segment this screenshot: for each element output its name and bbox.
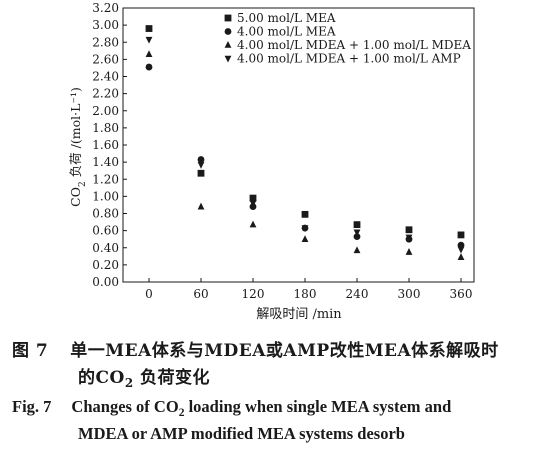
y-tick-label: 0.20 <box>92 258 119 272</box>
x-tick-label: 240 <box>346 287 369 301</box>
y-tick-label: 3.00 <box>92 18 119 32</box>
caption-en-title-line-1-post: loading when single MEA system and <box>184 397 452 416</box>
co2-loading-scatter-chart: 0.00 0.20 0.40 0.60 0.80 1.00 1.20 1.40 1.60 1.80… <box>68 1 475 322</box>
data-point-series-4 <box>301 225 309 233</box>
data-point-series-2 <box>145 63 153 71</box>
data-point-series-1 <box>249 194 257 202</box>
y-tick-label: 0.40 <box>92 241 119 255</box>
x-tick-label: 360 <box>450 287 473 301</box>
caption-cn-title-line-2-sub: 2 <box>124 376 134 391</box>
y-tick-label: 2.80 <box>92 35 119 49</box>
legend-label-series-1: 5.00 mol/L MEA <box>237 11 336 25</box>
caption-en-title-line-1-pre: Changes of CO <box>71 397 179 416</box>
legend-marker-series-2 <box>224 28 232 35</box>
y-tick-label: 1.20 <box>92 172 119 186</box>
caption-en-figure-label: Fig. 7 <box>12 397 52 416</box>
y-axis-ticks: 0.00 0.20 0.40 0.60 0.80 1.00 1.20 1.40 1.60 1.80… <box>92 1 127 289</box>
x-tick-label: 300 <box>398 287 421 301</box>
legend-marker-series-3 <box>224 41 232 48</box>
y-axis-label-sub: 2 <box>78 181 88 187</box>
y-tick-label: 2.00 <box>92 104 119 118</box>
x-tick-label: 0 <box>145 287 153 301</box>
x-tick-label: 120 <box>242 287 265 301</box>
x-axis-ticks: 0 60 120 180 240 300 360 <box>145 278 472 301</box>
caption-en-title-line-2: MDEA or AMP modified MEA systems desorb <box>78 424 405 443</box>
legend-marker-series-1 <box>224 14 232 22</box>
legend-label-series-3: 4.00 mol/L MDEA + 1.00 mol/L MDEA <box>237 38 471 52</box>
data-point-series-1 <box>405 226 413 234</box>
data-markers <box>145 25 465 260</box>
x-axis-label: 解吸时间 /min <box>256 307 342 322</box>
y-axis-label-post: 负荷 /(mol·L⁻¹) <box>68 87 83 181</box>
data-point-series-3 <box>353 246 361 254</box>
data-point-series-4 <box>353 229 361 237</box>
y-tick-label: 1.00 <box>92 189 119 203</box>
data-point-series-3 <box>301 235 309 242</box>
caption-en-title-line-1-sub: 2 <box>178 407 185 420</box>
data-point-series-3 <box>145 50 153 58</box>
data-point-series-2 <box>353 233 361 241</box>
caption-cn-line-1: 图 7 单一MEA体系与MDEA或AMP改性MEA体系解吸时 <box>12 336 499 361</box>
y-tick-label: 3.20 <box>92 1 119 15</box>
data-point-series-4 <box>145 36 153 44</box>
y-tick-label: 2.60 <box>92 52 119 66</box>
legend-label-series-4: 4.00 mol/L MDEA + 1.00 mol/L AMP <box>237 52 461 66</box>
y-tick-label: 1.60 <box>92 138 119 152</box>
data-point-series-1 <box>301 210 309 218</box>
data-point-series-1 <box>145 25 153 32</box>
caption-cn-title-line-2-post: 负荷变化 <box>133 368 211 388</box>
caption-cn-line-2: 的CO2 负荷变化 <box>78 363 210 390</box>
x-tick-label: 60 <box>193 287 208 301</box>
caption-cn-title-line-1: 单一MEA体系与MDEA或AMP改性MEA体系解吸时 <box>70 341 499 361</box>
legend-label-series-2: 4.00 mol/L MEA <box>237 25 336 39</box>
data-point-series-4 <box>457 246 465 254</box>
y-tick-label: 2.20 <box>92 87 119 101</box>
legend-marker-series-4 <box>224 55 232 63</box>
y-tick-label: 1.80 <box>92 121 119 135</box>
y-axis-label: CO2 负荷 /(mol·L⁻¹) <box>68 87 88 207</box>
data-point-series-3 <box>249 220 257 228</box>
x-tick-label: 180 <box>294 287 317 301</box>
y-tick-label: 0.00 <box>92 275 119 289</box>
y-tick-label: 0.60 <box>92 224 119 238</box>
caption-en-line-2: MDEA or AMP modified MEA systems desorb <box>78 424 405 444</box>
y-tick-label: 0.80 <box>92 207 119 221</box>
data-point-series-3 <box>457 253 465 260</box>
data-point-series-4 <box>405 234 413 242</box>
caption-cn-figure-label: 图 7 <box>12 341 49 361</box>
data-point-series-4 <box>249 200 257 208</box>
caption-en-line-1: Fig. 7 Changes of CO2 loading when single… <box>12 397 451 419</box>
y-tick-label: 1.40 <box>92 155 119 169</box>
data-point-series-4 <box>197 161 205 169</box>
caption-cn-title-line-2-pre: 的CO <box>78 368 125 388</box>
y-tick-label: 2.40 <box>92 70 119 84</box>
data-point-series-1 <box>457 231 465 239</box>
y-axis-label-pre: CO <box>68 187 83 207</box>
data-point-series-3 <box>405 248 413 255</box>
data-point-series-1 <box>197 169 205 177</box>
data-point-series-1 <box>353 221 361 229</box>
data-point-series-2 <box>197 156 205 163</box>
data-point-series-3 <box>197 202 205 210</box>
